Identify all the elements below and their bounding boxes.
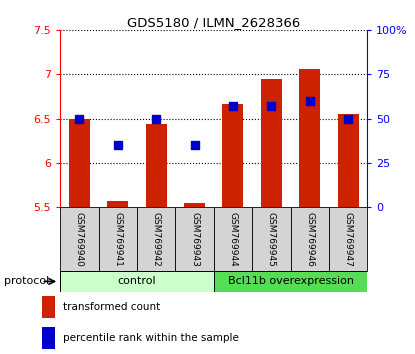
Bar — [290, 207, 329, 271]
Text: percentile rank within the sample: percentile rank within the sample — [63, 333, 239, 343]
Bar — [214, 271, 367, 292]
Bar — [337, 114, 359, 207]
Bar — [107, 201, 128, 207]
Text: GSM769944: GSM769944 — [228, 212, 237, 266]
Bar — [146, 124, 167, 207]
Bar — [137, 207, 176, 271]
Point — [76, 116, 83, 121]
Bar — [214, 207, 252, 271]
Bar — [60, 207, 99, 271]
Bar — [60, 271, 214, 292]
Text: GSM769943: GSM769943 — [190, 211, 199, 267]
Text: GSM769940: GSM769940 — [75, 211, 84, 267]
Bar — [299, 69, 320, 207]
Point — [268, 103, 275, 109]
Text: GSM769942: GSM769942 — [151, 212, 161, 266]
Bar — [42, 327, 55, 349]
Point — [345, 116, 352, 121]
Bar — [222, 103, 244, 207]
Text: control: control — [117, 276, 156, 286]
Point — [191, 142, 198, 148]
Bar — [329, 207, 367, 271]
Bar — [261, 79, 282, 207]
Bar — [175, 207, 214, 271]
Text: protocol: protocol — [4, 276, 49, 286]
Text: GSM769945: GSM769945 — [267, 211, 276, 267]
Bar — [252, 207, 290, 271]
Text: GSM769947: GSM769947 — [344, 211, 353, 267]
Text: transformed count: transformed count — [63, 302, 160, 312]
Bar — [69, 119, 90, 207]
Title: GDS5180 / ILMN_2628366: GDS5180 / ILMN_2628366 — [127, 16, 300, 29]
Bar — [99, 207, 137, 271]
Bar — [42, 296, 55, 318]
Point — [115, 142, 121, 148]
Bar — [184, 202, 205, 207]
Text: GSM769946: GSM769946 — [305, 211, 314, 267]
Point — [153, 116, 159, 121]
Point — [229, 103, 236, 109]
Text: GSM769941: GSM769941 — [113, 211, 122, 267]
Text: Bcl11b overexpression: Bcl11b overexpression — [227, 276, 354, 286]
Point — [306, 98, 313, 104]
